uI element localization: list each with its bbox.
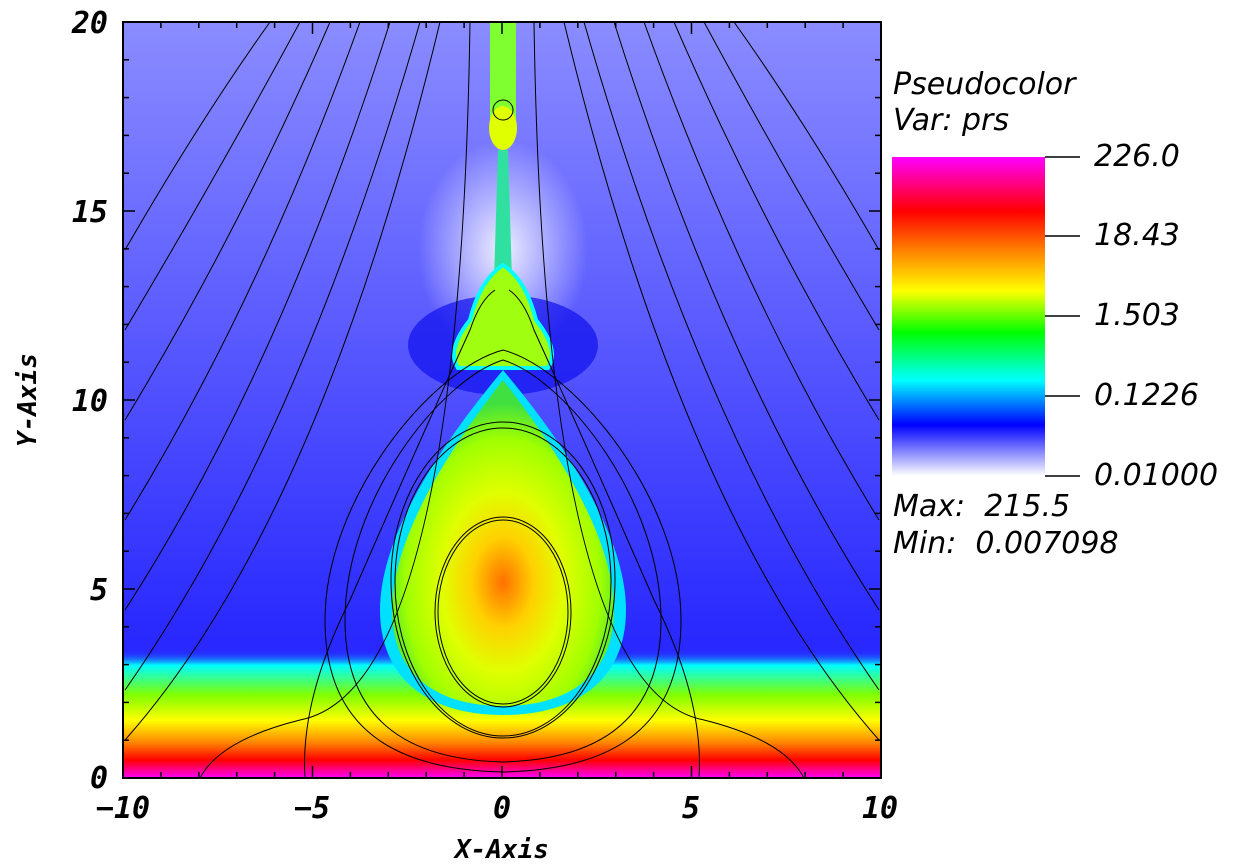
y-axis-title: Y-Axis <box>13 353 43 447</box>
field-lines <box>124 22 880 778</box>
legend-level: 226.0 <box>1094 139 1180 174</box>
x-tick-label: 5 <box>682 791 700 826</box>
x-tick-label: 0 <box>493 791 511 826</box>
y-tick-labels: 0 5 10 15 20 <box>71 6 108 796</box>
color-legend: Pseudocolor Var: prs 226.0 18.43 1.503 0… <box>892 67 1218 561</box>
legend-colorbar <box>892 157 1045 476</box>
y-tick-label: 15 <box>72 195 108 230</box>
legend-level: 1.503 <box>1094 298 1180 333</box>
x-tick-label: 10 <box>862 791 898 826</box>
legend-max: Max: 215.5 <box>893 489 1070 524</box>
legend-level: 18.43 <box>1094 218 1180 253</box>
y-tick-label: 5 <box>90 573 108 608</box>
pseudocolor-field <box>123 22 881 778</box>
axis-ticks <box>122 21 882 779</box>
x-tick-labels: −10 −5 0 5 10 <box>96 791 898 826</box>
x-axis-title: X-Axis <box>453 835 549 865</box>
x-tick-label: −5 <box>294 791 330 826</box>
y-tick-label: 0 <box>90 761 108 796</box>
legend-title: Pseudocolor <box>893 67 1077 102</box>
legend-level: 0.01000 <box>1094 458 1218 493</box>
legend-level: 0.1226 <box>1094 378 1199 413</box>
y-tick-label: 10 <box>72 384 108 419</box>
y-tick-label: 20 <box>71 6 108 41</box>
legend-min: Min: 0.007098 <box>893 526 1119 561</box>
x-tick-label: −10 <box>96 791 150 826</box>
legend-variable: Var: prs <box>893 103 1009 138</box>
